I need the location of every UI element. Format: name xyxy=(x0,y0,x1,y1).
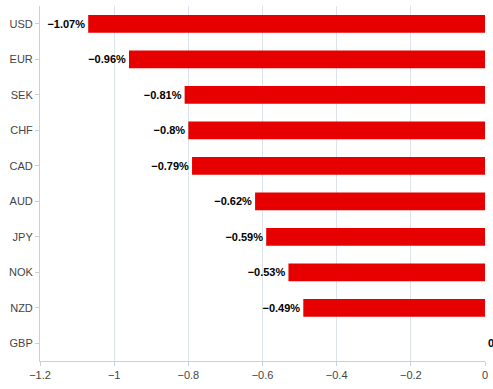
svg-text:−0.49%: −0.49% xyxy=(262,302,300,314)
svg-text:−0.8%: −0.8% xyxy=(154,124,186,136)
svg-text:−0.62%: −0.62% xyxy=(214,195,252,207)
svg-text:−0.6: −0.6 xyxy=(252,369,274,381)
svg-text:CHF: CHF xyxy=(10,124,33,136)
svg-text:SEK: SEK xyxy=(11,89,34,101)
svg-text:−0.8: −0.8 xyxy=(177,369,199,381)
svg-text:−0.4: −0.4 xyxy=(326,369,348,381)
svg-text:EUR: EUR xyxy=(10,53,33,65)
svg-text:0%: 0% xyxy=(488,337,493,349)
svg-text:−0.59%: −0.59% xyxy=(225,231,263,243)
svg-text:−0.96%: −0.96% xyxy=(88,53,126,65)
svg-text:−1.2: −1.2 xyxy=(29,369,51,381)
svg-text:AUD: AUD xyxy=(10,195,33,207)
svg-text:USD: USD xyxy=(10,18,33,30)
svg-text:−0.79%: −0.79% xyxy=(151,160,189,172)
svg-text:−1: −1 xyxy=(108,369,121,381)
svg-text:NOK: NOK xyxy=(9,266,34,278)
svg-text:−1.07%: −1.07% xyxy=(47,18,85,30)
svg-text:CAD: CAD xyxy=(10,160,33,172)
svg-text:0: 0 xyxy=(482,369,488,381)
svg-text:−0.81%: −0.81% xyxy=(144,89,182,101)
svg-text:−0.2: −0.2 xyxy=(400,369,422,381)
svg-text:NZD: NZD xyxy=(10,302,33,314)
svg-text:−0.53%: −0.53% xyxy=(248,266,286,278)
svg-text:JPY: JPY xyxy=(13,231,34,243)
svg-text:GBP: GBP xyxy=(10,337,33,349)
